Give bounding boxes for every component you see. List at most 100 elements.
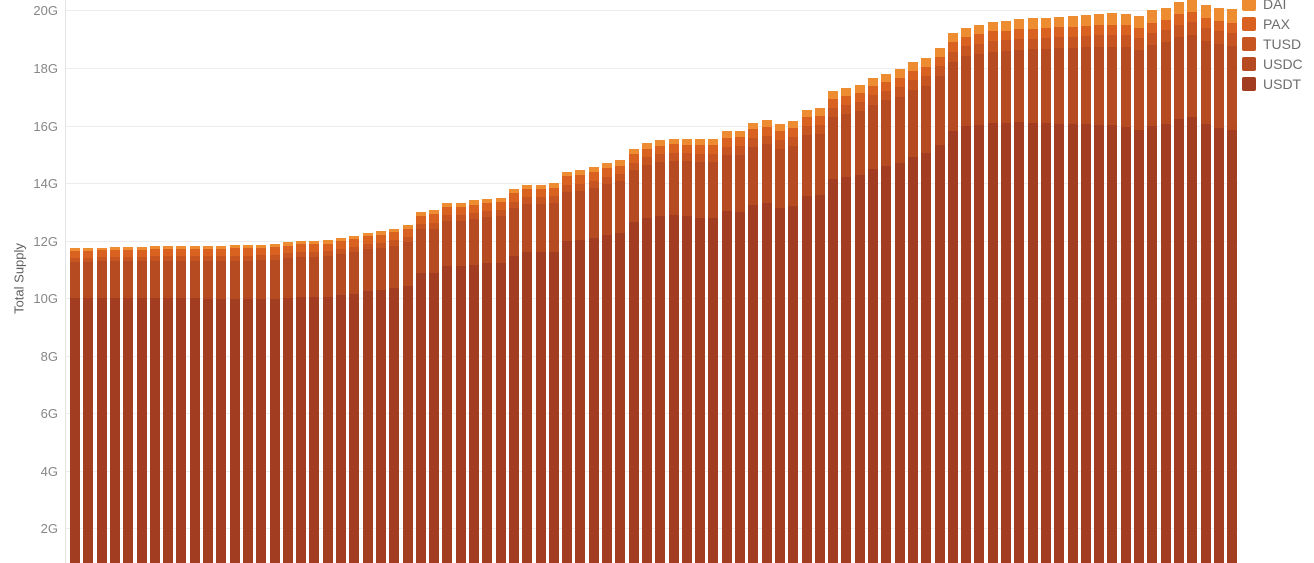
bar-segment-usdt[interactable]: [455, 266, 466, 563]
bar-segment-usdt[interactable]: [296, 297, 307, 563]
bar-segment-dai[interactable]: [974, 24, 985, 35]
bar-segment-dai[interactable]: [668, 138, 679, 145]
bar-47[interactable]: [695, 139, 706, 563]
bar-20[interactable]: [336, 237, 346, 563]
bar-72[interactable]: [1027, 18, 1038, 563]
bar-segment-tusd[interactable]: [1027, 38, 1038, 50]
bar-segment-dai[interactable]: [788, 121, 799, 129]
bar-segment-pax[interactable]: [229, 248, 240, 256]
bar-segment-usdt[interactable]: [229, 299, 240, 563]
bar-segment-usdc[interactable]: [961, 56, 972, 127]
bar-segment-dai[interactable]: [1107, 13, 1118, 25]
bar-18[interactable]: [309, 240, 320, 563]
bar-85[interactable]: [1200, 4, 1211, 563]
bar-segment-dai[interactable]: [1147, 10, 1158, 23]
bar-segment-usdc[interactable]: [708, 161, 719, 218]
bar-81[interactable]: [1147, 10, 1158, 563]
bar-19[interactable]: [322, 240, 333, 563]
bar-segment-usdc[interactable]: [455, 221, 466, 267]
bar-segment-dai[interactable]: [1227, 9, 1238, 23]
bar-segment-tusd[interactable]: [109, 256, 120, 262]
bar-segment-pax[interactable]: [375, 234, 386, 243]
bar-segment-usdt[interactable]: [96, 297, 107, 563]
bar-segment-dai[interactable]: [681, 138, 692, 145]
bar-segment-usdt[interactable]: [907, 156, 918, 563]
bar-segment-pax[interactable]: [83, 250, 94, 258]
bar-segment-usdc[interactable]: [748, 146, 759, 205]
bar-segment-dai[interactable]: [429, 210, 440, 215]
bar-segment-usdc[interactable]: [70, 261, 80, 298]
bar-segment-dai[interactable]: [123, 246, 134, 250]
bar-segment-dai[interactable]: [1027, 18, 1038, 29]
bar-segment-usdc[interactable]: [482, 217, 493, 264]
bar-37[interactable]: [562, 171, 573, 563]
bar-segment-usdc[interactable]: [83, 261, 94, 298]
bar-segment-usdc[interactable]: [562, 191, 573, 241]
bar-segment-dai[interactable]: [1187, 0, 1198, 12]
bar-33[interactable]: [508, 188, 519, 563]
bar-segment-tusd[interactable]: [1120, 35, 1131, 48]
bar-segment-usdc[interactable]: [921, 85, 932, 154]
bar-segment-usdc[interactable]: [1107, 46, 1118, 126]
bar-segment-tusd[interactable]: [469, 212, 479, 220]
bar-segment-pax[interactable]: [389, 232, 400, 241]
bar-segment-tusd[interactable]: [282, 253, 293, 259]
bar-segment-pax[interactable]: [1080, 25, 1091, 36]
bar-segment-tusd[interactable]: [309, 251, 320, 258]
bar-80[interactable]: [1134, 16, 1144, 563]
bar-segment-dai[interactable]: [708, 138, 719, 145]
bar-segment-tusd[interactable]: [1227, 33, 1238, 47]
bar-segment-usdt[interactable]: [469, 264, 479, 563]
bar-segment-usdt[interactable]: [575, 240, 586, 563]
bar-segment-pax[interactable]: [1173, 14, 1184, 25]
bar-segment-pax[interactable]: [907, 70, 918, 81]
bar-segment-pax[interactable]: [748, 129, 759, 139]
bar-segment-pax[interactable]: [455, 207, 466, 216]
bar-segment-usdt[interactable]: [1160, 123, 1171, 563]
bar-segment-dai[interactable]: [389, 228, 400, 233]
bar-segment-usdc[interactable]: [987, 51, 998, 123]
bar-68[interactable]: [974, 24, 985, 563]
bar-53[interactable]: [774, 124, 785, 563]
bar-segment-usdc[interactable]: [934, 76, 945, 145]
bar-segment-pax[interactable]: [362, 236, 373, 244]
bar-segment-usdc[interactable]: [1173, 37, 1184, 119]
bar-segment-pax[interactable]: [602, 168, 612, 177]
bar-16[interactable]: [282, 242, 293, 563]
bar-segment-dai[interactable]: [229, 245, 240, 249]
bar-segment-tusd[interactable]: [641, 157, 652, 165]
bar-segment-tusd[interactable]: [1213, 31, 1224, 45]
bar-segment-pax[interactable]: [641, 148, 652, 158]
bar-segment-usdc[interactable]: [495, 216, 506, 263]
bar-segment-usdt[interactable]: [1054, 123, 1065, 563]
bar-segment-tusd[interactable]: [1200, 28, 1211, 41]
bar-segment-usdt[interactable]: [136, 297, 147, 563]
bar-segment-usdc[interactable]: [216, 260, 227, 299]
bar-segment-tusd[interactable]: [828, 107, 839, 117]
bar-segment-dai[interactable]: [1200, 4, 1211, 18]
bar-segment-usdc[interactable]: [402, 242, 413, 286]
bar-segment-usdc[interactable]: [641, 164, 652, 218]
bar-segment-tusd[interactable]: [987, 41, 998, 52]
bar-segment-pax[interactable]: [1160, 19, 1171, 30]
bar-segment-dai[interactable]: [854, 85, 865, 94]
bar-segment-tusd[interactable]: [149, 256, 160, 261]
bar-segment-pax[interactable]: [575, 175, 586, 184]
bar-57[interactable]: [828, 91, 839, 563]
bar-segment-dai[interactable]: [615, 160, 626, 166]
bar-segment-pax[interactable]: [681, 144, 692, 154]
bar-segment-usdt[interactable]: [801, 196, 812, 563]
bar-segment-usdc[interactable]: [1001, 50, 1011, 124]
bar-segment-tusd[interactable]: [189, 256, 200, 261]
bar-segment-dai[interactable]: [322, 240, 333, 244]
bar-segment-usdc[interactable]: [508, 208, 519, 256]
bar-segment-usdt[interactable]: [761, 202, 772, 563]
bar-segment-usdc[interactable]: [163, 260, 174, 298]
bar-segment-usdt[interactable]: [735, 212, 745, 563]
bar-segment-dai[interactable]: [282, 242, 293, 246]
bar-segment-usdc[interactable]: [136, 261, 147, 298]
bar-segment-usdc[interactable]: [881, 100, 892, 166]
bar-segment-tusd[interactable]: [1014, 38, 1025, 50]
bar-segment-usdt[interactable]: [1107, 125, 1118, 563]
bar-segment-usdc[interactable]: [1187, 34, 1198, 118]
